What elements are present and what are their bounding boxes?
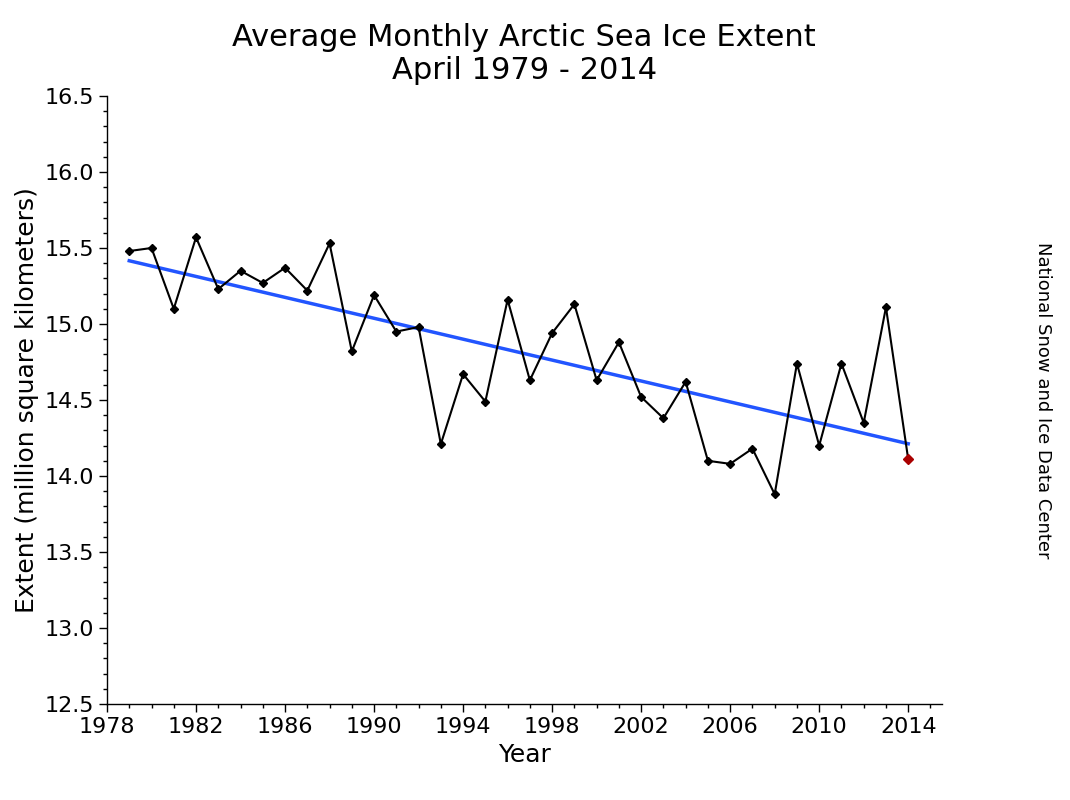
- X-axis label: Year: Year: [498, 742, 551, 766]
- Y-axis label: Extent (million square kilometers): Extent (million square kilometers): [15, 187, 39, 613]
- Title: Average Monthly Arctic Sea Ice Extent
April 1979 - 2014: Average Monthly Arctic Sea Ice Extent Ap…: [232, 22, 816, 86]
- Text: National Snow and Ice Data Center: National Snow and Ice Data Center: [1035, 242, 1052, 558]
